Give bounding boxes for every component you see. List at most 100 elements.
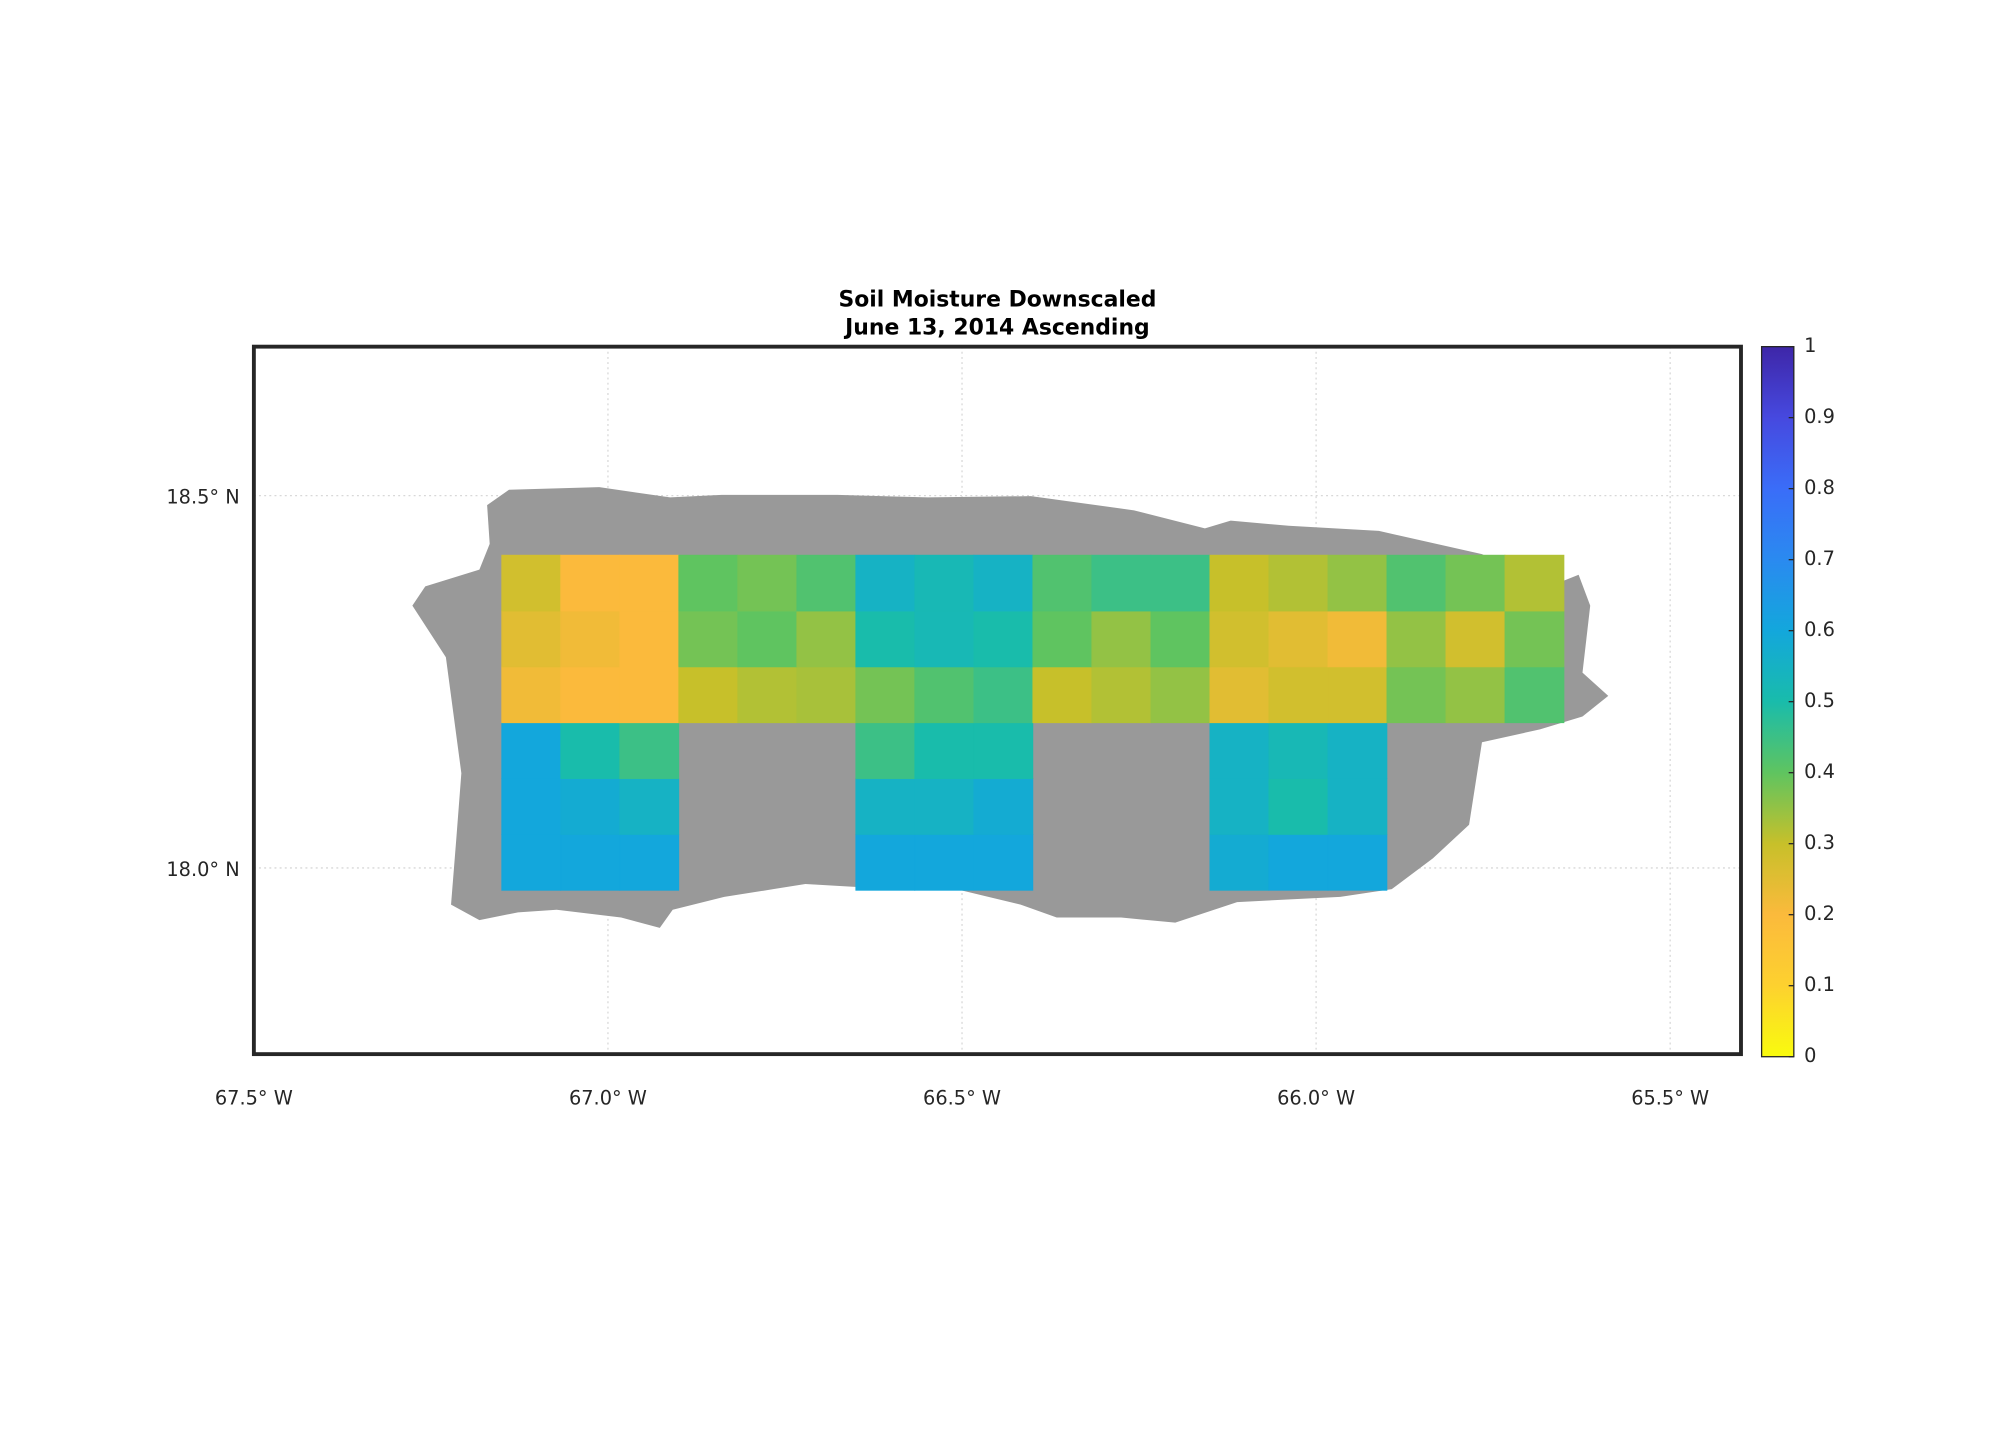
- heatmap-cell: [1209, 834, 1270, 891]
- colorbar-fill: [1761, 346, 1794, 1057]
- heatmap-cell: [1268, 778, 1329, 835]
- heatmap-cell: [855, 554, 916, 612]
- heatmap-cell: [1327, 554, 1388, 612]
- y-tick-label: 18.0° N: [166, 858, 239, 881]
- heatmap-cell: [1327, 722, 1388, 779]
- heatmap-cell: [501, 834, 562, 891]
- heatmap-cell: [1091, 610, 1152, 668]
- colorbar-tick-label: 0.1: [1804, 973, 1835, 996]
- heatmap-cell: [737, 666, 798, 724]
- colorbar-tick-label: 0.2: [1804, 902, 1835, 925]
- heatmap-cell: [1209, 666, 1270, 724]
- heatmap-cell: [737, 610, 798, 668]
- heatmap-cell: [1327, 778, 1388, 835]
- heatmap-cell: [678, 666, 739, 724]
- x-tick-label: 66.0° W: [1277, 1087, 1355, 1110]
- heatmap-cell: [855, 834, 916, 891]
- chart-title: Soil Moisture Downscaled: [838, 287, 1156, 312]
- heatmap-cell: [1032, 610, 1093, 668]
- heatmap-cell: [1209, 722, 1270, 779]
- heatmap-cell: [1386, 554, 1447, 612]
- heatmap-cell: [1327, 834, 1388, 891]
- heatmap-cell: [560, 778, 621, 835]
- plot-frame: [251, 344, 1743, 1057]
- x-tick-label: 67.5° W: [215, 1087, 293, 1110]
- heatmap-cell: [1150, 610, 1211, 668]
- heatmap-cell: [973, 666, 1034, 724]
- heatmap-cell: [1386, 610, 1447, 668]
- heatmap-cell: [1209, 778, 1270, 835]
- chart-subtitle: June 13, 2014 Ascending: [843, 316, 1150, 341]
- heatmap-cell: [973, 554, 1034, 612]
- heatmap-cell: [1150, 666, 1211, 724]
- heatmap-cell: [560, 722, 621, 779]
- heatmap-cell: [855, 610, 916, 668]
- ticks: 67.5° W 67.0° W 66.5° W 66.0° W 65.5° W 18.0°…: [166, 486, 1709, 1110]
- colorbar-tick-label: 0.3: [1804, 831, 1835, 854]
- colorbar-tick-label: 0.8: [1804, 476, 1835, 499]
- heatmap-cell: [1386, 666, 1447, 724]
- heatmap-cell: [1327, 666, 1388, 724]
- heatmap-cell: [855, 666, 916, 724]
- heatmap-cell: [619, 778, 680, 835]
- x-tick-label: 66.5° W: [923, 1087, 1001, 1110]
- heatmap-cell: [501, 722, 562, 779]
- heatmap-cell: [1032, 666, 1093, 724]
- heatmap-cell: [914, 778, 975, 835]
- heatmap-cell: [619, 834, 680, 891]
- colorbar-tick-label: 0.9: [1804, 405, 1835, 428]
- colorbar-tick-label: 0.7: [1804, 547, 1835, 570]
- heatmap-cell: [973, 610, 1034, 668]
- heatmap-cell: [1150, 554, 1211, 612]
- colorbar-tick-label: 0: [1804, 1044, 1816, 1067]
- heatmap-cell: [914, 610, 975, 668]
- heatmap-cell: [501, 554, 562, 612]
- heatmap-cell: [560, 666, 621, 724]
- heatmap-cell: [678, 610, 739, 668]
- heatmap-cell: [678, 554, 739, 612]
- x-tick-label: 67.0° W: [569, 1087, 647, 1110]
- heatmap-cell: [560, 610, 621, 668]
- heatmap-cell: [619, 722, 680, 779]
- heatmap-cell: [973, 834, 1034, 891]
- heatmap-cell: [619, 554, 680, 612]
- heatmap-cell: [1445, 610, 1506, 668]
- heatmap-cell: [1504, 554, 1565, 612]
- heatmap-cell: [1268, 722, 1329, 779]
- heatmap-cell: [1268, 666, 1329, 724]
- heatmap-cell: [796, 610, 857, 668]
- heatmap-cell: [501, 778, 562, 835]
- colorbar-tick-label: 0.5: [1804, 689, 1835, 712]
- heatmap-cell: [501, 666, 562, 724]
- x-tick-label: 65.5° W: [1631, 1087, 1709, 1110]
- heatmap-cell: [737, 554, 798, 612]
- heatmap-cell: [973, 778, 1034, 835]
- heatmap-cell: [560, 834, 621, 891]
- heatmap-cell: [914, 554, 975, 612]
- colorbar: 0 0.1 0.2 0.3 0.4 0.5 0.6 0.7 0.8 0.9 1: [1761, 334, 1835, 1067]
- heatmap-cell: [619, 610, 680, 668]
- heatmap-cell: [855, 722, 916, 779]
- heatmap-cell: [501, 610, 562, 668]
- heatmap-cell: [1091, 666, 1152, 724]
- heatmap-cell: [1032, 554, 1093, 612]
- colorbar-frame: [1760, 346, 1795, 1058]
- colorbar-tick-label: 0.4: [1804, 760, 1835, 783]
- heatmap-cell: [1268, 610, 1329, 668]
- heatmap-cell: [1504, 666, 1565, 724]
- heatmap-cell: [1268, 834, 1329, 891]
- colorbar-tick-label: 0.6: [1804, 618, 1835, 641]
- heatmap-cell: [796, 666, 857, 724]
- heatmap-cell: [560, 554, 621, 612]
- heatmap-cell: [914, 834, 975, 891]
- heatmap-cell: [855, 778, 916, 835]
- heatmap-cell: [1209, 554, 1270, 612]
- heatmap-cell: [1268, 554, 1329, 612]
- y-tick-label: 18.5° N: [166, 486, 239, 509]
- heatmap-cell: [973, 722, 1034, 779]
- heatmap: [501, 554, 1565, 891]
- heatmap-cell: [1445, 666, 1506, 724]
- heatmap-cell: [1091, 554, 1152, 612]
